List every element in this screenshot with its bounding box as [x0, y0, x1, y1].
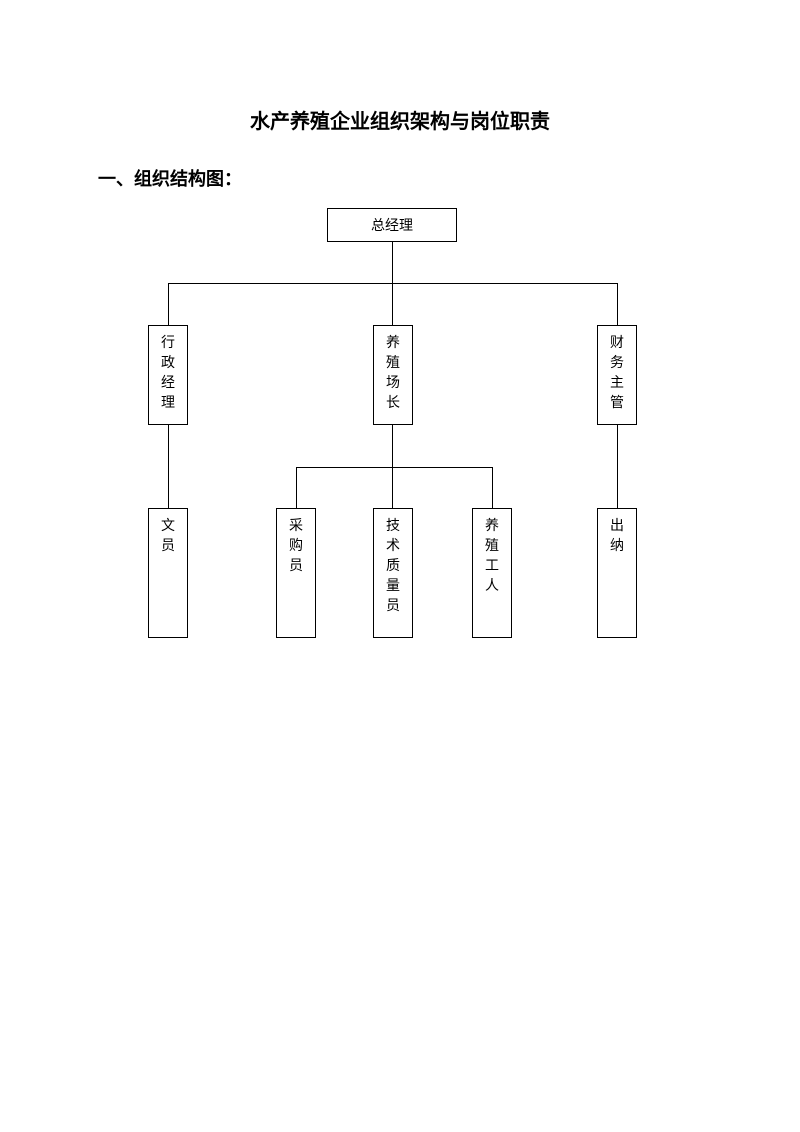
connector: [168, 425, 169, 508]
node-label: 采购员: [289, 517, 303, 577]
node-label: 文员: [161, 517, 175, 557]
node-finance-manager: 财务主管: [597, 325, 637, 425]
node-buyer: 采购员: [276, 508, 316, 638]
node-label: 总经理: [371, 219, 413, 234]
node-tech-quality: 技术质量员: [373, 508, 413, 638]
node-general-manager: 总经理: [327, 208, 457, 242]
node-clerk: 文员: [148, 508, 188, 638]
connector: [392, 425, 393, 467]
node-admin-manager: 行政经理: [148, 325, 188, 425]
node-label: 养殖工人: [485, 517, 499, 597]
node-farm-manager: 养殖场长: [373, 325, 413, 425]
connector: [296, 467, 297, 508]
connector: [392, 467, 393, 508]
page-title: 水产养殖企业组织架构与岗位职责: [0, 105, 800, 134]
node-label: 技术质量员: [386, 517, 400, 617]
node-label: 行政经理: [161, 334, 175, 414]
node-label: 养殖场长: [386, 334, 400, 414]
node-label: 出纳: [610, 517, 624, 557]
connector: [392, 283, 393, 325]
subtitle-text: 一、组织结构图：: [98, 169, 242, 189]
connector: [168, 283, 169, 325]
connector: [492, 467, 493, 508]
connector: [617, 425, 618, 508]
node-worker: 养殖工人: [472, 508, 512, 638]
connector: [617, 283, 618, 325]
title-text: 水产养殖企业组织架构与岗位职责: [250, 111, 550, 133]
connector: [296, 467, 492, 468]
node-label: 财务主管: [610, 334, 624, 414]
section-heading: 一、组织结构图：: [98, 165, 242, 191]
connector: [392, 242, 393, 283]
node-cashier: 出纳: [597, 508, 637, 638]
